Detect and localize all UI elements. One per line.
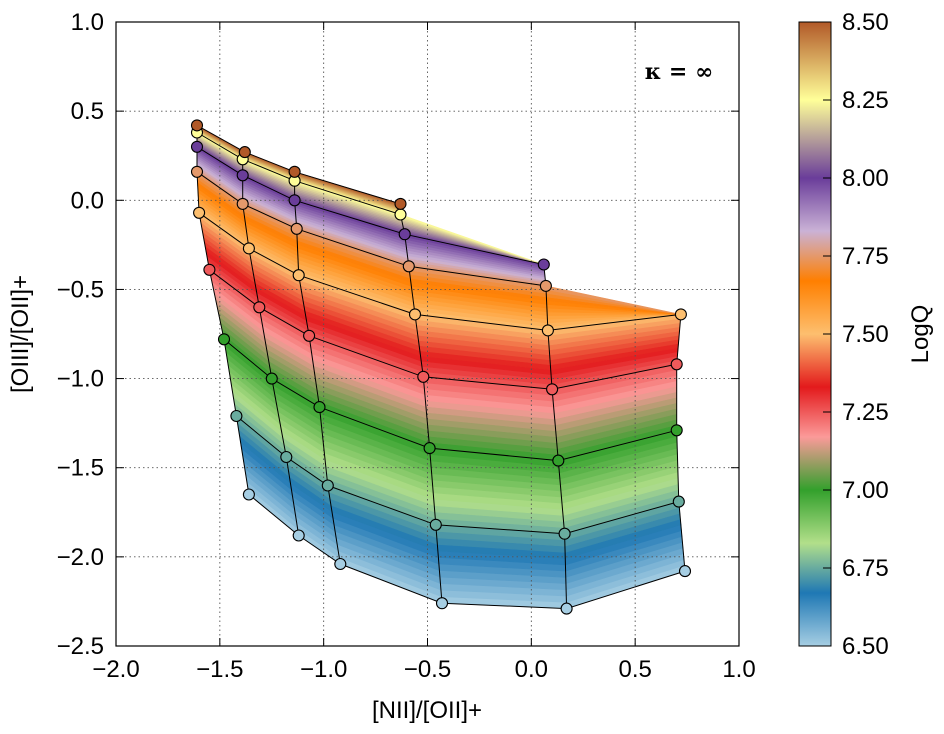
colorbar-tick-label: 8.25 [842, 87, 889, 114]
y-tick-label: 0.5 [71, 98, 104, 125]
model-point [321, 479, 334, 492]
colorbar-label: LogQ [907, 305, 934, 364]
model-point [236, 197, 249, 210]
y-ticks: 1.0 0.5 0.0 −0.5 −1.0 −1.5 −2.0 −2.5 [57, 9, 739, 660]
colorbar-tick-label: 7.25 [842, 399, 889, 426]
model-point [203, 263, 216, 276]
model-point [190, 165, 204, 178]
kappa-annotation: κ = ∞ [645, 59, 714, 85]
model-point [242, 488, 255, 501]
colorbar-tick-label: 6.50 [842, 633, 889, 660]
model-point [546, 383, 559, 396]
model-points [190, 119, 692, 615]
model-point [674, 308, 687, 321]
model-point [672, 495, 685, 508]
model-point [230, 409, 243, 423]
model-point [394, 208, 407, 221]
y-tick-label: 0.0 [71, 187, 104, 214]
colorbar-tick-label: 7.50 [842, 321, 889, 348]
model-point [398, 228, 411, 241]
x-tick-label: −2.0 [92, 656, 139, 683]
model-point [292, 269, 305, 282]
model-point [288, 165, 301, 178]
y-axis-label: [OIII]/[OII]+ [7, 275, 34, 393]
colorbar-tick-label: 6.75 [842, 555, 889, 582]
y-tick-label: −0.5 [57, 276, 104, 303]
colorbar-tick-label: 7.00 [842, 477, 889, 504]
model-point [558, 527, 571, 540]
x-tick-label: 0.5 [618, 656, 651, 683]
model-point [280, 450, 293, 464]
model-point [292, 529, 305, 542]
model-point [539, 279, 552, 292]
model-point [394, 197, 407, 210]
constant-logq-line [198, 212, 681, 331]
gridlines [116, 22, 739, 646]
constant-logq-line [223, 338, 677, 462]
model-point [423, 442, 436, 455]
model-point [288, 194, 301, 207]
y-tick-label: −2.0 [57, 544, 104, 571]
constant-logq-line [236, 415, 679, 535]
x-ticks: −2.0 −1.5 −1.0 −0.5 0.0 0.5 1.0 [92, 22, 756, 683]
colorbar-ticks: 8.50 8.25 8.00 7.75 7.50 7.25 7.00 6.75 6.50 [823, 9, 889, 660]
constant-logq-line [248, 494, 686, 610]
model-point [552, 454, 565, 467]
model-point [190, 119, 204, 132]
model-point [217, 333, 231, 346]
model-point [265, 372, 278, 385]
y-tick-label: 1.0 [71, 9, 104, 36]
colorbar-tick-label: 8.00 [842, 165, 889, 192]
model-point [253, 301, 266, 314]
colormap-fill [196, 124, 686, 610]
model-point [238, 146, 251, 159]
model-point [402, 260, 415, 273]
model-point [408, 308, 422, 321]
x-tick-label: 1.0 [722, 656, 755, 683]
x-axis-label: [NII]/[OII]+ [372, 697, 482, 724]
model-point [242, 242, 255, 255]
x-tick-label: 0.0 [515, 656, 548, 683]
model-point [541, 324, 554, 337]
y-tick-label: −1.5 [57, 455, 104, 482]
y-tick-label: −2.5 [57, 633, 104, 660]
model-point [537, 258, 550, 271]
model-point [190, 140, 204, 153]
model-point [670, 424, 683, 437]
model-point [334, 557, 347, 571]
constant-logq-line [196, 124, 401, 205]
model-point [193, 206, 206, 219]
y-tick-label: −1.0 [57, 366, 104, 393]
model-point [236, 169, 249, 182]
x-tick-label: −1.5 [196, 656, 243, 683]
colorbar-tick-label: 8.50 [842, 9, 889, 36]
model-point [303, 329, 316, 342]
model-point [435, 597, 449, 610]
model-point [429, 518, 442, 531]
model-point [560, 602, 573, 615]
colorbar-tick-label: 7.75 [842, 243, 889, 270]
x-tick-label: −1.0 [300, 656, 347, 683]
model-point [678, 565, 692, 578]
constant-logq-line [209, 269, 677, 390]
x-tick-label: −0.5 [404, 656, 451, 683]
constant-logq-line [196, 132, 401, 215]
model-point [290, 222, 303, 235]
model-point [313, 401, 326, 414]
model-point [417, 370, 430, 383]
model-point [670, 358, 683, 371]
